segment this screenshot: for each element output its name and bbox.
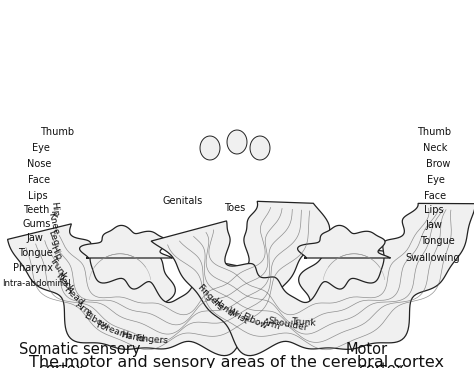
Text: Hand: Hand [211,297,236,319]
Text: Head: Head [62,285,85,308]
Text: cortex: cortex [358,362,404,368]
Text: Face: Face [28,175,51,185]
Text: Neck: Neck [54,271,76,294]
PathPatch shape [151,204,474,355]
Polygon shape [64,245,175,325]
Text: Eye: Eye [427,175,445,185]
Text: Trunk: Trunk [291,318,316,328]
Text: Lips: Lips [28,191,48,201]
Text: Teeth: Teeth [23,205,49,216]
Text: Tongue: Tongue [18,248,53,258]
Text: Lips: Lips [424,205,444,216]
Text: Thumb: Thumb [40,127,74,138]
Text: Fingers: Fingers [195,282,224,312]
Text: Hip: Hip [48,244,63,261]
Polygon shape [200,136,220,160]
Text: Arm: Arm [261,317,281,331]
Text: Tongue: Tongue [420,236,455,246]
Text: Thumb: Thumb [417,127,451,138]
Text: Toes: Toes [224,203,245,213]
Text: Pharynx: Pharynx [13,263,53,273]
Text: Genitals: Genitals [163,195,202,206]
Text: Gums: Gums [23,219,51,230]
Text: Jaw: Jaw [426,220,443,230]
Text: Elbow: Elbow [240,312,269,331]
Text: Elbow: Elbow [82,311,110,332]
Text: Eye: Eye [32,143,50,153]
PathPatch shape [8,201,330,355]
Text: Forearm: Forearm [94,321,133,342]
Text: Knee: Knee [46,211,60,236]
Polygon shape [80,226,173,258]
Text: Motor: Motor [346,342,388,357]
Text: Trunk: Trunk [48,255,69,281]
Polygon shape [227,130,247,154]
Text: Intra-abdominal: Intra-abdominal [2,279,71,288]
Text: cortex: cortex [38,362,84,368]
Polygon shape [250,136,270,160]
Text: Shoulder: Shoulder [267,316,308,333]
Text: Leg: Leg [46,229,60,247]
Text: Somatic sensory: Somatic sensory [19,342,140,357]
Text: Hand: Hand [120,330,145,343]
Text: Hip: Hip [49,201,59,217]
Text: Brow: Brow [426,159,450,169]
Text: Neck: Neck [423,143,447,153]
Text: The motor and sensory areas of the cerebral cortex: The motor and sensory areas of the cereb… [29,355,445,368]
Text: Nose: Nose [27,159,52,169]
Text: Swallowing: Swallowing [405,253,460,263]
Text: Jaw: Jaw [26,233,43,244]
Polygon shape [299,245,410,325]
Polygon shape [298,226,391,258]
Text: Fingers: Fingers [136,334,169,345]
Text: Face: Face [424,191,447,201]
Text: Arm: Arm [74,301,94,319]
Text: Wrist: Wrist [226,306,250,326]
